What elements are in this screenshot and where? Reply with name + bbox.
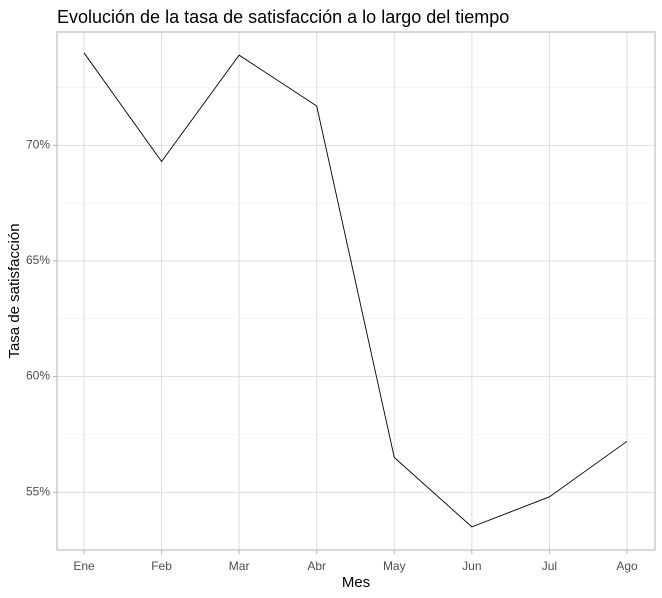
x-tick-label: Feb bbox=[151, 559, 172, 573]
y-axis-title: Tasa de satisfacción bbox=[6, 223, 23, 358]
y-tick-label: 65% bbox=[26, 253, 50, 267]
y-tick-label: 70% bbox=[26, 137, 50, 151]
x-tick-label: Mar bbox=[229, 559, 250, 573]
line bbox=[83, 52, 628, 528]
y-tick-label: 55% bbox=[26, 484, 50, 498]
x-axis-title: Mes bbox=[342, 574, 370, 591]
x-tick-label: Abr bbox=[307, 559, 326, 573]
x-tick-label: Ago bbox=[616, 559, 638, 573]
x-tick-label: Ene bbox=[73, 559, 95, 573]
x-tick-label: Jun bbox=[462, 559, 481, 573]
chart-title: Evolución de la tasa de satisfacción a l… bbox=[57, 7, 509, 27]
panel-border bbox=[56, 31, 656, 551]
x-tick-label: May bbox=[383, 559, 406, 573]
y-tick-label: 60% bbox=[26, 369, 50, 383]
x-tick-label: Jul bbox=[542, 559, 557, 573]
